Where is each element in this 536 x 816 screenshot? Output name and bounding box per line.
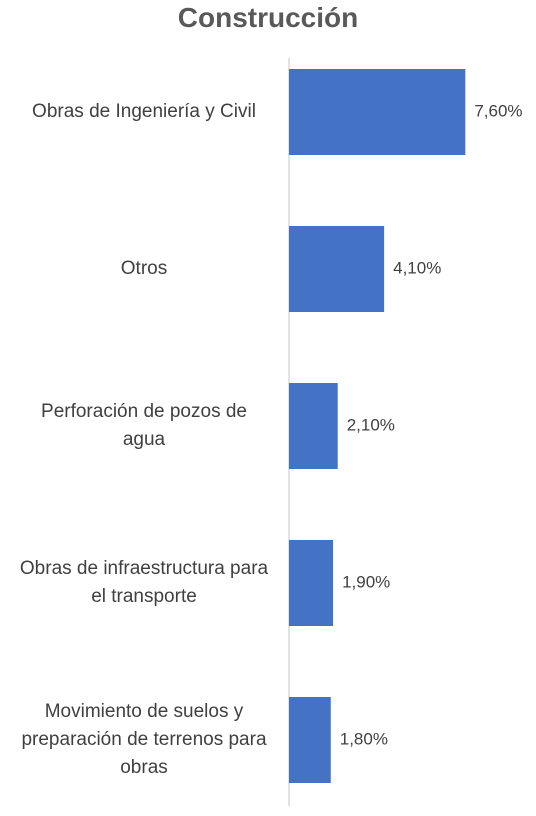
bar [289,226,385,312]
category-label: Otros [120,258,168,279]
bar [289,383,338,469]
value-label: 1,90% [342,572,390,591]
value-label: 4,10% [393,258,441,277]
bar [289,540,334,626]
value-label: 1,80% [340,729,388,748]
bar [289,697,331,783]
value-label: 7,60% [474,101,522,120]
category-label: Movimiento de suelos y preparación de te… [21,701,267,778]
chart-title: Construcción [177,2,359,33]
bar [289,69,466,155]
category-label: Perforación de pozos de agua [41,401,247,450]
category-label: Obras de infraestructura para el transpo… [19,558,269,607]
value-label: 2,10% [347,415,395,434]
category-label: Obras de Ingeniería y Civil [32,101,256,122]
